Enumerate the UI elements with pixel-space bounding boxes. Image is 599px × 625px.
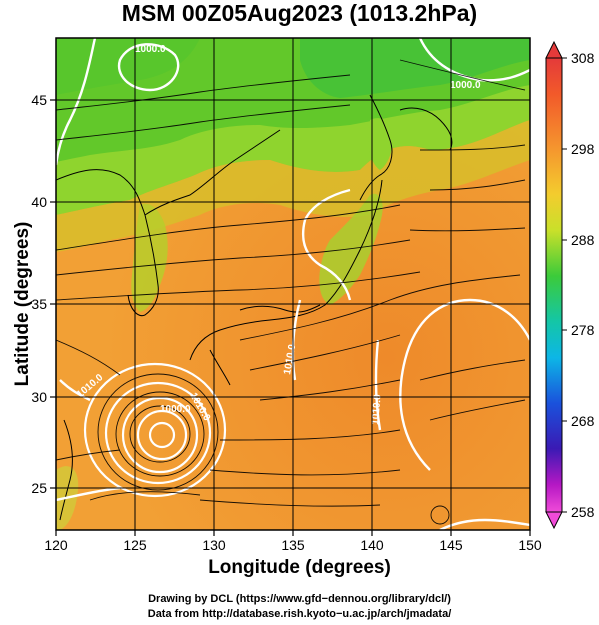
colorbar-tick-label: 308 bbox=[571, 50, 595, 66]
colorbar-min-arrow bbox=[545, 511, 563, 530]
isobars bbox=[56, 38, 530, 530]
x-tick-label: 130 bbox=[202, 537, 226, 553]
x-tick-label: 150 bbox=[518, 537, 542, 553]
colorbar-scale bbox=[545, 57, 563, 513]
x-axis-title: Longitude (degrees) bbox=[208, 557, 391, 578]
x-tick-labels: 120 125 130 135 140 145 150 bbox=[44, 537, 542, 553]
wind-streamlines bbox=[56, 59, 526, 525]
x-tick-label: 140 bbox=[360, 537, 384, 553]
colorbar-tick-label: 268 bbox=[571, 413, 595, 429]
isobar-label: 1000.0 bbox=[160, 404, 191, 415]
x-tick-label: 145 bbox=[439, 537, 463, 553]
y-tick-label: 35 bbox=[31, 296, 47, 312]
axis-ticks bbox=[50, 99, 531, 536]
isobar-label: 1010.0 bbox=[282, 343, 298, 375]
y-axis-title: Latitude (degrees) bbox=[12, 221, 33, 387]
colorbar-max-arrow bbox=[545, 40, 563, 59]
x-tick-label: 120 bbox=[44, 537, 68, 553]
y-tick-label: 40 bbox=[31, 194, 47, 210]
y-tick-label: 30 bbox=[31, 389, 47, 405]
colorbar: 308 298 288 278 268 258 bbox=[545, 40, 595, 530]
y-tick-label: 45 bbox=[31, 92, 47, 108]
colorbar-tick-label: 258 bbox=[571, 504, 595, 520]
graticule bbox=[56, 38, 530, 530]
map-title: MSM 00Z05Aug2023 (1013.2hPa) bbox=[121, 0, 478, 26]
credit-drawing: Drawing by DCL (https://www.gfd−dennou.o… bbox=[148, 593, 451, 605]
x-tick-label: 125 bbox=[123, 537, 147, 553]
colorbar-tick-label: 278 bbox=[571, 322, 595, 338]
x-tick-label: 135 bbox=[281, 537, 305, 553]
colorbar-tick-label: 298 bbox=[571, 141, 595, 157]
colorbar-tick-label: 288 bbox=[571, 232, 595, 248]
coastlines bbox=[56, 94, 453, 521]
isobar-label: 1000.0 bbox=[135, 44, 166, 55]
credit-data: Data from http://database.rish.kyoto−u.a… bbox=[147, 608, 452, 620]
y-tick-labels: 25 30 35 40 45 bbox=[31, 92, 47, 496]
isobar-label: 1000.0 bbox=[450, 80, 481, 91]
typhoon-isobars bbox=[83, 362, 227, 498]
isobar-label: 1010.0 bbox=[370, 393, 384, 425]
y-tick-label: 25 bbox=[31, 480, 47, 496]
